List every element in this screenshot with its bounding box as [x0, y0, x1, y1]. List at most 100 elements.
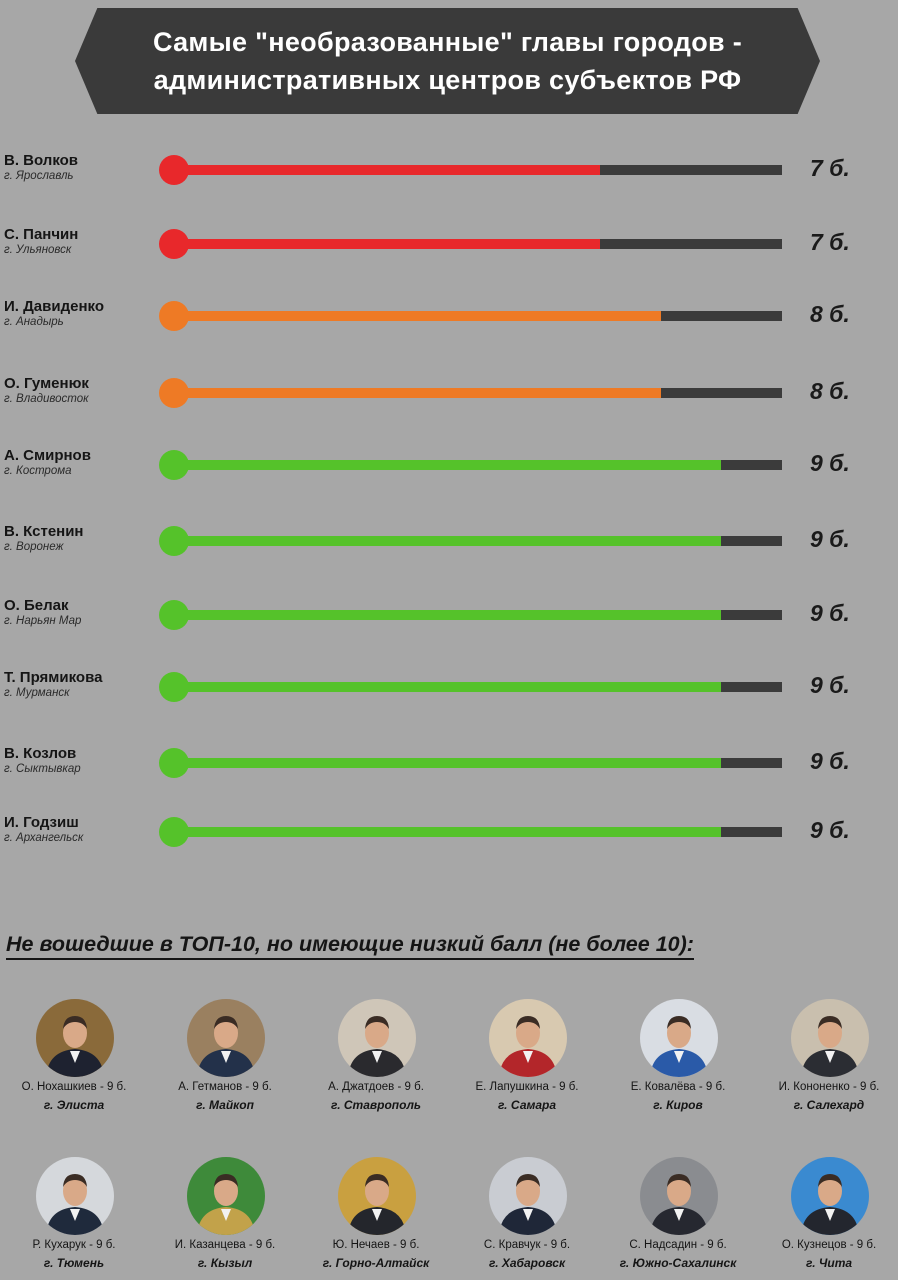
bar-value-label: 9 б. [810, 600, 850, 626]
row-name: С. Панчин [4, 226, 79, 243]
person-city: г. Ставрополь [330, 1098, 422, 1112]
bar-fill [176, 827, 721, 837]
bar-value-label: 9 б. [810, 672, 850, 698]
chart-row: О. Белак г. Нарьян Мар 9 б. [0, 597, 898, 647]
chart-title-line-2: административных центров субъектов РФ [153, 65, 742, 95]
person-photo [489, 999, 567, 1077]
person-card: С. Надсадин - 9 б. г. Южно-Сахалинск [604, 1157, 752, 1277]
person-name: Е. Лапушкина - 9 б. [475, 1081, 579, 1093]
person-city: г. Салехард [793, 1098, 865, 1112]
bar-marker-dot [159, 748, 189, 778]
person-card: И. Казанцева - 9 б. г. Кызыл [151, 1157, 299, 1277]
others-heading: Не вошедшие в ТОП-10, но имеющие низкий … [6, 932, 694, 960]
bar-track [176, 165, 782, 175]
bar-marker-dot [159, 155, 189, 185]
chart-row: В. Волков г. Ярославль 7 б. [0, 152, 898, 202]
row-name: В. Кстенин [4, 523, 84, 540]
person-city: г. Майкоп [196, 1098, 254, 1112]
bar-marker-dot [159, 450, 189, 480]
row-name: А. Смирнов [4, 447, 91, 464]
chart-row: А. Смирнов г. Кострома 9 б. [0, 447, 898, 497]
title-banner: Самые "необразованные" главы городов - а… [75, 8, 820, 114]
row-name: И. Годзиш [4, 814, 79, 831]
bar-fill [176, 610, 721, 620]
person-photo [187, 999, 265, 1077]
bar-marker-dot [159, 672, 189, 702]
person-photo [791, 1157, 869, 1235]
person-photo [489, 1157, 567, 1235]
bar-value-label: 9 б. [810, 817, 850, 843]
bar-marker-dot [159, 229, 189, 259]
chart-row: Т. Прямикова г. Мурманск 9 б. [0, 669, 898, 719]
row-city: г. Нарьян Мар [4, 615, 82, 627]
bar-track [176, 758, 782, 768]
bar-track [176, 311, 782, 321]
row-name: В. Козлов [4, 745, 77, 762]
bar-track [176, 460, 782, 470]
bar-marker-dot [159, 817, 189, 847]
person-name: Е. Ковалёва - 9 б. [630, 1081, 726, 1093]
bar-fill [176, 165, 600, 175]
bar-fill [176, 311, 661, 321]
person-name: Р. Кухарук - 9 б. [32, 1239, 116, 1251]
bar-value-label: 9 б. [810, 450, 850, 476]
person-name: А. Джатдоев - 9 б. [328, 1081, 424, 1093]
bar-track [176, 682, 782, 692]
row-city: г. Ярославль [4, 170, 74, 182]
person-city: г. Чита [805, 1256, 853, 1270]
person-city: г. Горно-Алтайск [322, 1256, 430, 1270]
bar-fill [176, 536, 721, 546]
row-name: О. Гуменюк [4, 375, 89, 392]
bar-marker-dot [159, 526, 189, 556]
person-card: Ю. Нечаев - 9 б. г. Горно-Алтайск [302, 1157, 450, 1277]
row-city: г. Воронеж [4, 541, 64, 553]
person-name: О. Кузнецов - 9 б. [781, 1239, 877, 1251]
bar-track [176, 239, 782, 249]
bar-track [176, 827, 782, 837]
chart-row: В. Кстенин г. Воронеж 9 б. [0, 523, 898, 573]
bar-fill [176, 239, 600, 249]
person-name: С. Надсадин - 9 б. [629, 1239, 727, 1251]
bar-marker-dot [159, 301, 189, 331]
person-city: г. Хабаровск [488, 1256, 566, 1270]
person-card: Е. Ковалёва - 9 б. г. Киров [604, 999, 752, 1119]
row-name: И. Давиденко [4, 298, 104, 315]
row-city: г. Кострома [4, 465, 72, 477]
row-city: г. Анадырь [4, 316, 64, 328]
person-name: И. Казанцева - 9 б. [174, 1239, 276, 1251]
bar-fill [176, 388, 661, 398]
chart-row: В. Козлов г. Сыктывкар 9 б. [0, 745, 898, 795]
person-card: О. Нохашкиев - 9 б. г. Элиста [0, 999, 148, 1119]
row-name: Т. Прямикова [4, 669, 103, 686]
row-city: г. Ульяновск [4, 244, 72, 256]
person-photo [791, 999, 869, 1077]
chart-row: О. Гуменюк г. Владивосток 8 б. [0, 375, 898, 425]
person-name: Ю. Нечаев - 9 б. [332, 1239, 420, 1251]
person-card: Е. Лапушкина - 9 б. г. Самара [453, 999, 601, 1119]
bar-fill [176, 460, 721, 470]
person-photo [338, 999, 416, 1077]
person-city: г. Кызыл [197, 1256, 253, 1270]
person-city: г. Южно-Сахалинск [619, 1256, 737, 1270]
row-city: г. Мурманск [4, 687, 70, 699]
chart-row: И. Годзиш г. Архангельск 9 б. [0, 814, 898, 864]
person-card: А. Джатдоев - 9 б. г. Ставрополь [302, 999, 450, 1119]
person-card: О. Кузнецов - 9 б. г. Чита [755, 1157, 898, 1277]
person-photo [187, 1157, 265, 1235]
bar-track [176, 388, 782, 398]
person-city: г. Тюмень [43, 1256, 105, 1270]
row-city: г. Владивосток [4, 393, 89, 405]
person-card: Р. Кухарук - 9 б. г. Тюмень [0, 1157, 148, 1277]
person-city: г. Элиста [43, 1098, 105, 1112]
bar-track [176, 536, 782, 546]
person-name: А. Гетманов - 9 б. [178, 1081, 272, 1093]
bar-fill [176, 758, 721, 768]
person-name: И. Кононенко - 9 б. [778, 1081, 880, 1093]
bar-fill [176, 682, 721, 692]
person-photo [36, 999, 114, 1077]
person-photo [640, 999, 718, 1077]
row-city: г. Архангельск [4, 832, 84, 844]
chart-row: С. Панчин г. Ульяновск 7 б. [0, 226, 898, 276]
chart-title-line-1: Самые "необразованные" главы городов - [152, 27, 743, 57]
bar-marker-dot [159, 600, 189, 630]
